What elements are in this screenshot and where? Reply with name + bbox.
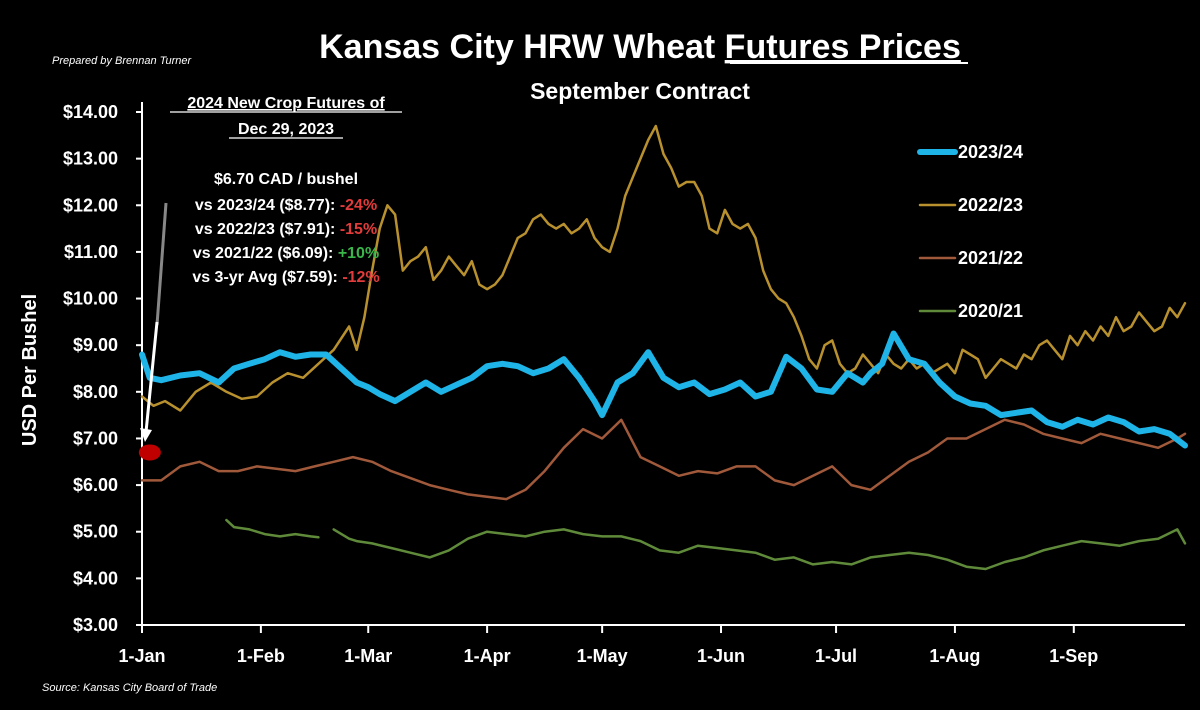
y-tick-label: $3.00 <box>73 615 118 635</box>
chart-subtitle: September Contract <box>530 78 750 104</box>
comparison-label: vs 2021/22 ($6.09): <box>193 245 338 262</box>
y-tick-label: $13.00 <box>63 149 118 169</box>
x-tick-label: 1-Jan <box>118 646 165 666</box>
arrow-head <box>140 428 152 442</box>
prepared-by: Prepared by Brennan Turner <box>52 55 193 67</box>
chart-title: Kansas City HRW Wheat Futures Prices <box>319 28 961 66</box>
series-2020-21-line <box>225 518 1187 571</box>
x-tick-label: 1-Jul <box>815 646 857 666</box>
axes: $3.00 $4.00 $5.00 $6.00 $7.00 $8.00 $9.00 $10.0… <box>63 102 1185 666</box>
comparison-line: vs 2021/22 ($6.09): +10% <box>193 245 379 262</box>
arrow-gray <box>155 202 168 326</box>
y-tick-label: $4.00 <box>73 568 118 588</box>
x-tick-label: 1-May <box>577 646 628 666</box>
legend-label-2020-21: 2020/21 <box>958 301 1023 321</box>
comparison-change: -15% <box>340 221 377 238</box>
y-tick-label: $10.00 <box>63 289 118 309</box>
comparison-line: vs 2023/24 ($8.77): -24% <box>195 197 377 214</box>
x-tick-label: 1-Jun <box>697 646 745 666</box>
y-tick-label: $8.00 <box>73 382 118 402</box>
legend-label-2021-22: 2021/22 <box>958 248 1023 268</box>
x-tick-label: 1-Sep <box>1049 646 1098 666</box>
legend-label-2022-23: 2022/23 <box>958 195 1023 215</box>
price-marker <box>138 444 161 461</box>
y-tick-label: $14.00 <box>63 102 118 122</box>
y-axis-label: USD Per Bushel <box>19 294 41 446</box>
y-tick-label: $9.00 <box>73 335 118 355</box>
series-2021-22-line <box>140 418 1187 501</box>
x-tick-label: 1-Aug <box>929 646 980 666</box>
arrow-white <box>144 321 159 433</box>
annotation-heading-line1: 2024 New Crop Futures of <box>187 95 385 112</box>
series-layer <box>139 124 1188 571</box>
comparison-change: -24% <box>340 197 377 214</box>
annotation-box: 2024 New Crop Futures of Dec 29, 2023 $6… <box>170 95 402 286</box>
y-tick-label: $12.00 <box>63 195 118 215</box>
y-tick-label: $7.00 <box>73 428 118 448</box>
annotation-price: $6.70 CAD / bushel <box>214 171 358 188</box>
comparison-change: -12% <box>342 269 379 286</box>
y-tick-label: $5.00 <box>73 522 118 542</box>
comparison-label: vs 3-yr Avg ($7.59): <box>192 269 342 286</box>
comparison-change: +10% <box>338 245 379 262</box>
series-2023-24-line <box>139 330 1188 449</box>
series-2022-23-line <box>140 124 1187 412</box>
legend: 2023/24 2022/23 2021/22 2020/21 <box>917 142 1023 321</box>
comparison-line: vs 2022/23 ($7.91): -15% <box>195 221 377 238</box>
comparison-label: vs 2022/23 ($7.91): <box>195 221 340 238</box>
source-note: Source: Kansas City Board of Trade <box>42 682 217 694</box>
comparison-label: vs 2023/24 ($8.77): <box>195 197 340 214</box>
annotation-comparisons: vs 2023/24 ($8.77): -24%vs 2022/23 ($7.9… <box>192 197 379 286</box>
legend-label-2023-24: 2023/24 <box>958 142 1023 162</box>
x-tick-label: 1-Apr <box>464 646 511 666</box>
y-tick-label: $11.00 <box>64 242 118 262</box>
annotation-heading-line2: Dec 29, 2023 <box>238 121 334 138</box>
x-tick-label: 1-Feb <box>237 646 285 666</box>
x-tick-label: 1-Mar <box>344 646 392 666</box>
y-tick-label: $6.00 <box>73 475 118 495</box>
comparison-line: vs 3-yr Avg ($7.59): -12% <box>192 269 379 286</box>
